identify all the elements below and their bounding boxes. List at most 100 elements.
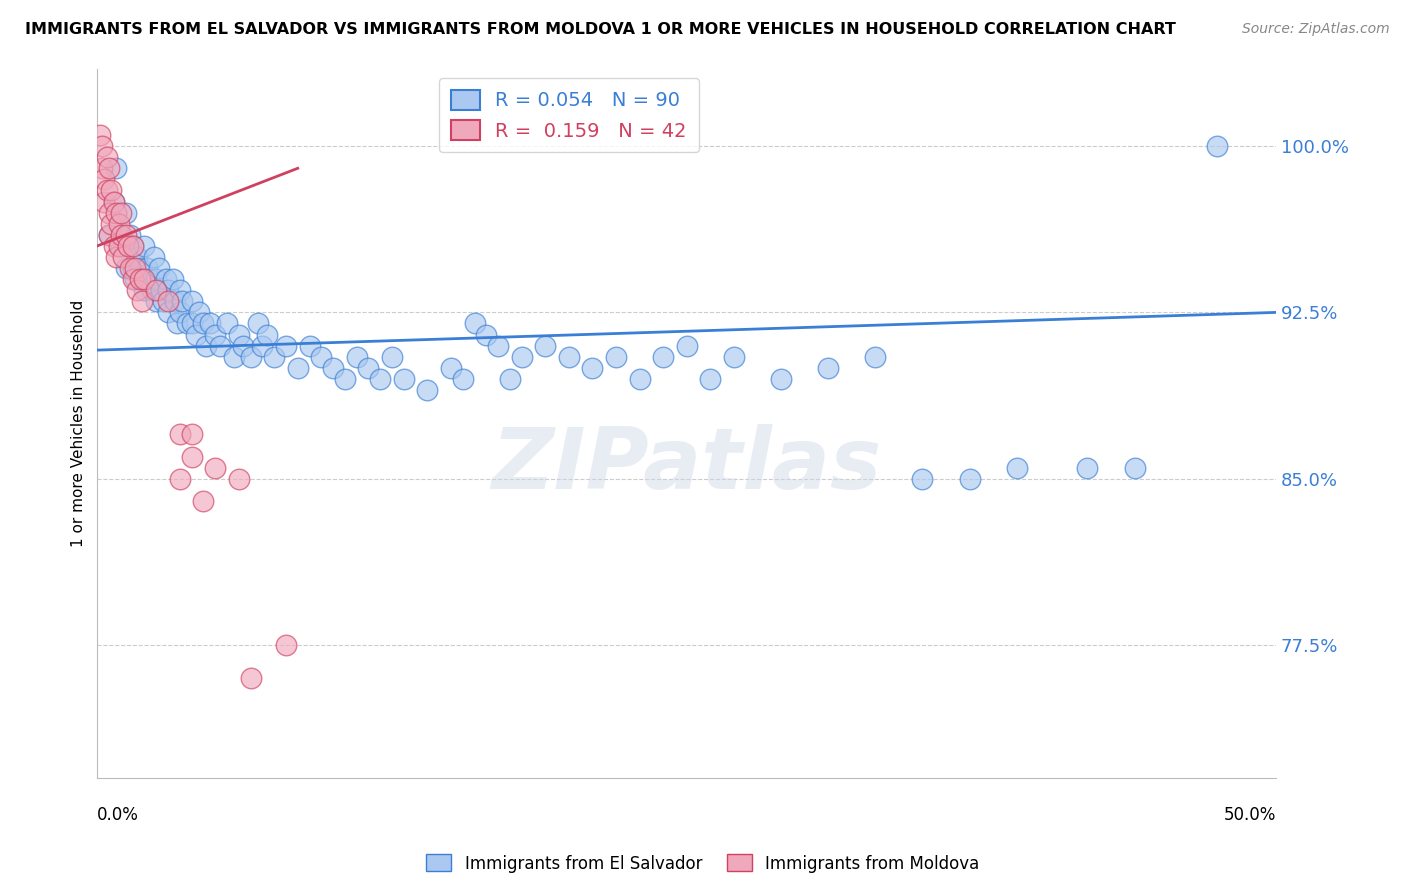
Point — [193, 317, 215, 331]
Point — [581, 360, 603, 375]
Point — [96, 150, 118, 164]
Point — [124, 261, 146, 276]
Point — [152, 294, 174, 309]
Point — [162, 272, 184, 286]
Point — [605, 350, 627, 364]
Point — [558, 350, 581, 364]
Point — [107, 217, 129, 231]
Point — [142, 250, 165, 264]
Point — [486, 339, 509, 353]
Text: ZIPatlas: ZIPatlas — [492, 425, 882, 508]
Point — [157, 305, 180, 319]
Point — [165, 294, 187, 309]
Point — [148, 261, 170, 276]
Point — [114, 261, 136, 276]
Text: IMMIGRANTS FROM EL SALVADOR VS IMMIGRANTS FROM MOLDOVA 1 OR MORE VEHICLES IN HOU: IMMIGRANTS FROM EL SALVADOR VS IMMIGRANT… — [25, 22, 1177, 37]
Point — [451, 372, 474, 386]
Point — [105, 161, 128, 176]
Point — [91, 139, 114, 153]
Point — [98, 227, 121, 242]
Point — [475, 327, 498, 342]
Point — [131, 272, 153, 286]
Point — [117, 239, 139, 253]
Point — [105, 205, 128, 219]
Point — [103, 194, 125, 209]
Point — [193, 494, 215, 508]
Point — [200, 317, 222, 331]
Text: 0.0%: 0.0% — [97, 806, 139, 824]
Point — [110, 227, 132, 242]
Point — [89, 128, 111, 142]
Point — [121, 239, 143, 253]
Point — [675, 339, 697, 353]
Point — [114, 227, 136, 242]
Point — [114, 205, 136, 219]
Point — [100, 217, 122, 231]
Point — [110, 205, 132, 219]
Point — [128, 261, 150, 276]
Point — [1123, 460, 1146, 475]
Point — [215, 317, 238, 331]
Point — [91, 161, 114, 176]
Point — [135, 261, 157, 276]
Point — [368, 372, 391, 386]
Point — [128, 272, 150, 286]
Point — [172, 294, 194, 309]
Point — [150, 283, 173, 297]
Point — [131, 294, 153, 309]
Point — [204, 327, 226, 342]
Point — [124, 272, 146, 286]
Point — [157, 283, 180, 297]
Point — [333, 372, 356, 386]
Point — [222, 350, 245, 364]
Point — [110, 227, 132, 242]
Legend: Immigrants from El Salvador, Immigrants from Moldova: Immigrants from El Salvador, Immigrants … — [419, 847, 987, 880]
Point — [103, 194, 125, 209]
Point — [392, 372, 415, 386]
Point — [274, 339, 297, 353]
Point — [652, 350, 675, 364]
Point — [121, 239, 143, 253]
Point — [228, 472, 250, 486]
Point — [127, 283, 149, 297]
Point — [169, 283, 191, 297]
Point — [911, 472, 934, 486]
Point — [121, 261, 143, 276]
Point — [166, 317, 188, 331]
Point — [98, 227, 121, 242]
Point — [180, 294, 202, 309]
Point — [246, 317, 269, 331]
Point — [723, 350, 745, 364]
Point — [208, 339, 231, 353]
Point — [176, 317, 198, 331]
Point — [346, 350, 368, 364]
Point — [93, 194, 115, 209]
Point — [134, 283, 156, 297]
Point — [322, 360, 344, 375]
Point — [274, 638, 297, 652]
Point — [187, 305, 209, 319]
Point — [169, 472, 191, 486]
Point — [93, 172, 115, 186]
Point — [98, 161, 121, 176]
Point — [256, 327, 278, 342]
Point — [463, 317, 485, 331]
Point — [134, 272, 156, 286]
Point — [440, 360, 463, 375]
Point — [769, 372, 792, 386]
Point — [699, 372, 721, 386]
Point — [145, 283, 167, 297]
Point — [959, 472, 981, 486]
Point — [817, 360, 839, 375]
Point — [252, 339, 274, 353]
Point — [499, 372, 522, 386]
Point — [138, 272, 160, 286]
Point — [121, 272, 143, 286]
Point — [98, 205, 121, 219]
Point — [416, 383, 439, 397]
Point — [96, 184, 118, 198]
Point — [112, 250, 135, 264]
Point — [1206, 139, 1229, 153]
Point — [510, 350, 533, 364]
Point — [263, 350, 285, 364]
